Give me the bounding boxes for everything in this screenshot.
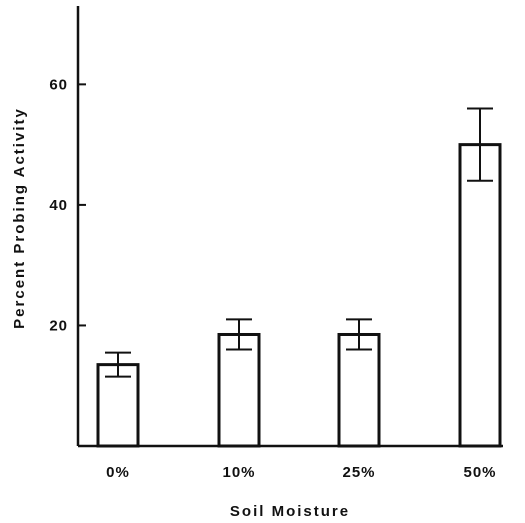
x-tick-label-1: 10%: [222, 464, 255, 481]
y-axis-label: Percent Probing Activity: [11, 107, 28, 329]
bar-1: [217, 332, 261, 448]
x-axis-label: Soil Moisture: [230, 503, 350, 520]
bars: [96, 143, 502, 448]
axes: [76, 6, 503, 448]
x-tick-label-3: 50%: [463, 464, 496, 481]
tick-labels: 20 40 60 0% 10% 25% 50%: [49, 76, 496, 481]
x-tick-label-2: 25%: [342, 464, 375, 481]
x-tick-label-0: 0%: [106, 464, 130, 481]
error-bars: [105, 107, 493, 378]
bar-2: [337, 332, 381, 448]
y-tick-label-40: 40: [49, 197, 68, 214]
y-tick-label-20: 20: [49, 317, 68, 334]
bar-3: [458, 143, 502, 448]
y-tick-label-60: 60: [49, 76, 68, 93]
